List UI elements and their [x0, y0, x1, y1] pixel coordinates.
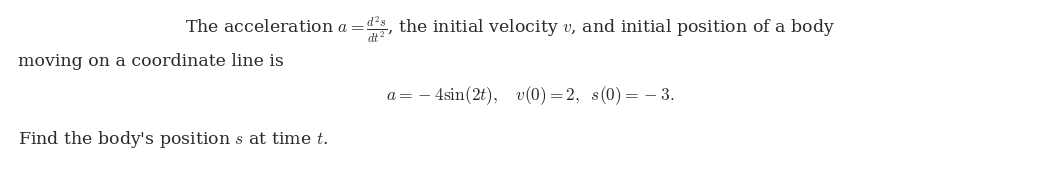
- Text: The acceleration $a = \frac{d^2s}{dt^2}$, the initial velocity $v$, and initial : The acceleration $a = \frac{d^2s}{dt^2}$…: [186, 15, 835, 45]
- Text: $a = -4\sin(2t), \quad v(0) = 2, \;\; s(0) = -3.$: $a = -4\sin(2t), \quad v(0) = 2, \;\; s(…: [386, 85, 674, 107]
- Text: moving on a coordinate line is: moving on a coordinate line is: [18, 54, 284, 70]
- Text: Find the body's position $s$ at time $t$.: Find the body's position $s$ at time $t$…: [18, 129, 329, 151]
